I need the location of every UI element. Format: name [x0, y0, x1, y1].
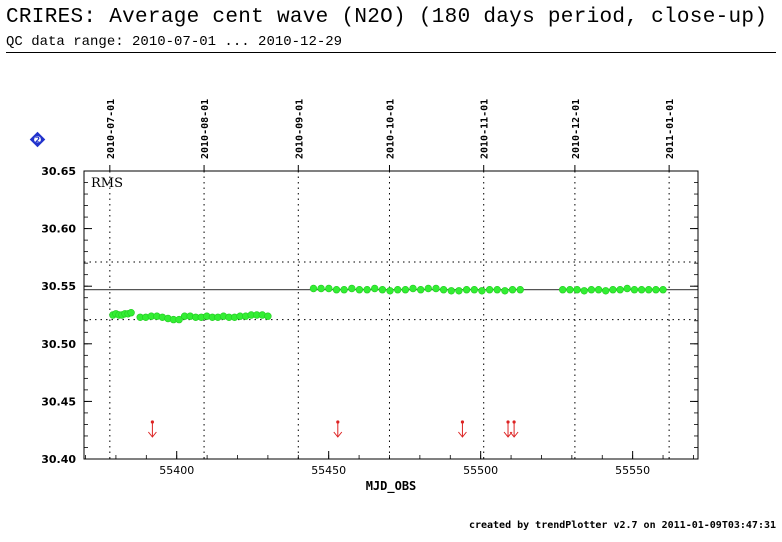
data-point — [264, 312, 272, 320]
data-point — [493, 286, 501, 294]
data-point — [580, 287, 588, 295]
data-point — [516, 286, 524, 294]
date-tick-label: 2011-01-01 — [665, 99, 676, 159]
data-point — [439, 286, 448, 294]
data-point — [386, 287, 394, 295]
footer-credit: created by trendPlotter v2.7 on 2011-01-… — [468, 520, 776, 531]
x-tick-label: 55450 — [311, 464, 346, 477]
data-point — [630, 286, 639, 294]
plot-frame — [83, 170, 699, 460]
y-tick-label: 30.50 — [41, 338, 76, 351]
arrow-dot — [150, 420, 154, 424]
y-tick-label: 30.65 — [41, 165, 76, 178]
down-arrow-marker — [503, 420, 513, 438]
arrow-dot — [336, 420, 340, 424]
data-point — [566, 286, 574, 294]
down-arrow-marker — [509, 420, 519, 438]
x-tick-label: 55550 — [615, 464, 650, 477]
arrow-head — [509, 431, 519, 438]
data-point — [401, 286, 410, 294]
data-point — [127, 309, 135, 317]
x-tick-label: 55400 — [159, 464, 194, 477]
chart-subtitle: QC data range: 2010-07-01 ... 2010-12-29 — [6, 34, 343, 50]
data-point — [616, 286, 624, 294]
x-axis-label: MJD_OBS — [366, 479, 417, 494]
data-point — [508, 286, 517, 294]
data-point — [317, 284, 325, 293]
data-point — [175, 315, 183, 324]
data-point — [417, 286, 425, 294]
data-point — [363, 286, 371, 294]
data-point — [455, 287, 463, 295]
down-arrow-marker — [333, 420, 343, 438]
data-points — [109, 284, 667, 324]
panel-label: RMS — [91, 176, 123, 191]
data-point — [371, 284, 379, 293]
data-point — [601, 287, 610, 295]
date-tick-label: 2010-09-01 — [294, 99, 305, 159]
data-point — [325, 284, 333, 293]
data-point — [501, 287, 509, 295]
arrow-markers — [148, 420, 519, 438]
data-point — [573, 286, 581, 294]
data-point — [637, 286, 646, 294]
arrow-dot — [460, 420, 465, 424]
data-point — [378, 286, 387, 294]
date-tick-label: 2010-12-01 — [571, 99, 582, 159]
arrow-head — [458, 431, 467, 438]
data-point — [432, 284, 440, 293]
data-point — [594, 286, 603, 294]
y-tick-label: 30.55 — [41, 280, 76, 293]
y-tick-label: 30.45 — [41, 395, 76, 408]
down-arrow-marker — [148, 420, 157, 438]
x-tick-label: 55500 — [463, 464, 498, 477]
data-point — [394, 286, 402, 294]
svg-text:2: 2 — [35, 135, 40, 144]
date-tick-label: 2010-08-01 — [200, 99, 211, 159]
data-point — [348, 284, 356, 293]
date-tick-label: 2010-11-01 — [480, 99, 491, 159]
data-point — [609, 286, 617, 294]
arrow-dot — [512, 420, 516, 424]
chart-title: CRIRES: Average cent wave (N2O) (180 day… — [6, 6, 768, 29]
data-point — [623, 284, 631, 293]
data-point — [587, 286, 596, 294]
down-arrow-marker — [458, 420, 467, 438]
data-point — [409, 284, 417, 293]
data-point — [485, 286, 494, 294]
arrow-head — [148, 431, 157, 438]
diamond-number-2-icon[interactable]: 2 — [29, 131, 46, 148]
arrow-dot — [506, 420, 510, 424]
date-tick-label: 2010-10-01 — [385, 99, 396, 159]
data-point — [470, 286, 478, 294]
header-divider — [6, 52, 776, 53]
data-point — [644, 286, 653, 294]
data-point — [340, 286, 348, 294]
axes: 2010-07-01 2010-08-01 2010-09-01 2010-10-01… — [41, 99, 699, 477]
data-point — [478, 287, 486, 295]
arrow-head — [503, 431, 513, 438]
data-point — [558, 286, 567, 294]
data-point — [447, 287, 455, 295]
data-point — [424, 284, 432, 293]
data-point — [462, 286, 471, 294]
data-point — [355, 286, 364, 294]
y-tick-label: 30.40 — [41, 453, 76, 466]
data-point — [332, 286, 341, 294]
data-point — [659, 286, 667, 294]
data-point — [652, 286, 660, 294]
date-tick-label: 2010-07-01 — [106, 99, 117, 159]
arrow-head — [333, 431, 343, 438]
data-point — [309, 284, 318, 293]
y-tick-label: 30.60 — [41, 223, 76, 236]
